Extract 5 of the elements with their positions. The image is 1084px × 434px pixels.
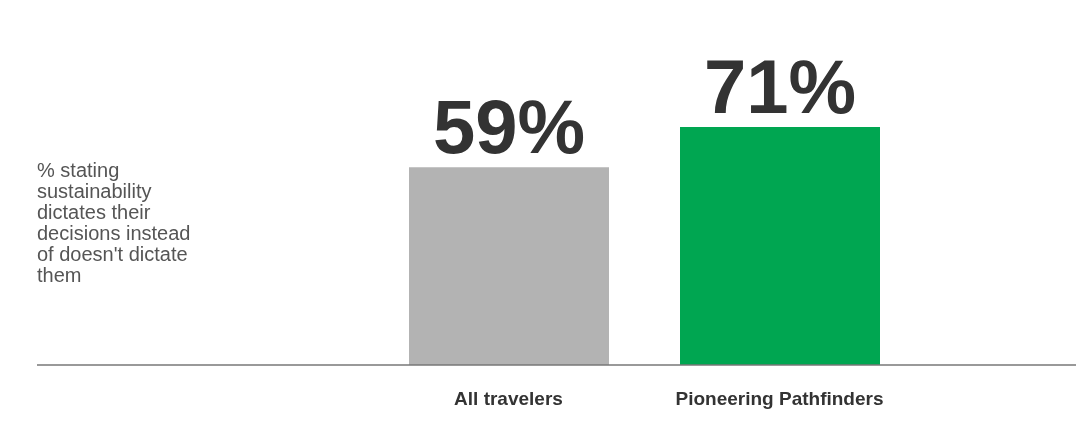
text: % stating sustainability dictates their decisions instead of doesn't dictate them [37, 159, 192, 286]
x-tick-label: All travelers [454, 388, 563, 409]
x-tick-label: Pioneering Pathfinders [675, 388, 884, 409]
data-label: 71% [703, 44, 857, 129]
data-label: 59% [432, 84, 586, 170]
